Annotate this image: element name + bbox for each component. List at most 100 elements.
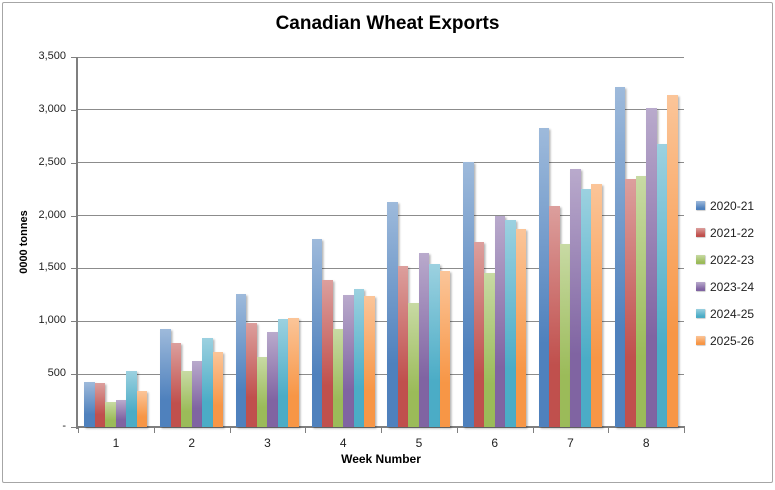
bar-2020-21-week-4 [311,238,323,427]
y-tick-label: 1,000 [38,314,66,327]
plot-area: - 500 1,000 1,500 2,000 2,500 3,000 3,500 1 2 3 4 5 6… [38,50,685,450]
y-tick-label: 1,500 [38,261,66,274]
bar-2023-24-week-7 [570,169,581,427]
y-tick-500 [71,374,76,376]
x-category-label: 4 [339,436,347,450]
legend-label: 2024-25 [710,306,755,321]
y-tick-2500 [71,162,76,164]
bar-2021-22-week-8 [625,178,636,427]
y-tick-label: 2,500 [38,155,66,168]
gridline-1000 [78,320,684,322]
y-tick-3500 [71,57,76,58]
bar-2025-26-week-7 [591,183,602,427]
y-tick-0 [71,427,76,428]
bar-2025-26-week-2 [212,351,224,427]
bar-2025-26-week-1 [136,391,148,427]
legend-item-2025-26: 2025-26 [696,327,754,354]
bar-2023-24-week-6 [494,215,506,427]
x-tick-0 [78,428,79,433]
bar-2021-22-week-2 [170,343,182,427]
y-tick-label: 500 [47,367,66,380]
legend-swatch-icon [696,336,705,345]
bar-2024-25-week-3 [277,319,289,427]
legend-label: 2021-22 [710,225,755,240]
x-tick-6 [532,428,534,433]
y-tick-2000 [71,215,76,217]
bar-2024-25-week-2 [202,338,213,427]
x-category-label: 2 [188,436,196,450]
legend-swatch-icon [696,282,705,291]
bar-2022-23-week-8 [635,176,647,427]
bar-2025-26-week-4 [364,295,375,427]
legend: 2020-21 2021-22 2022-23 2023-24 2024-25 2025-… [696,192,754,354]
x-category-label: 3 [264,436,271,450]
x-tick-4 [381,428,382,433]
gridline-1500 [78,267,684,269]
x-tick-3 [305,428,307,433]
gridline-3500 [78,56,684,58]
bar-2023-24-week-5 [418,252,430,427]
legend-label: 2025-26 [710,333,755,348]
x-tick-7 [608,428,610,433]
bar-2020-21-week-7 [538,127,550,427]
bar-2024-25-week-8 [656,143,668,427]
bar-2023-24-week-2 [191,361,203,427]
legend-swatch-icon [696,228,705,237]
gridline-2000 [78,215,684,217]
bar-2022-23-week-3 [256,357,268,427]
bar-2023-24-week-4 [343,294,354,427]
x-tick-8 [684,428,685,433]
y-tick-label: 3,000 [38,102,66,115]
x-axis-line [76,426,685,428]
y-tick-3000 [71,109,76,111]
bar-2020-21-week-5 [387,201,398,427]
gridline-3000 [78,109,684,111]
x-axis-title: Week Number [341,452,421,466]
y-tick-label: 3,500 [38,50,66,62]
legend-item-2024-25: 2024-25 [696,300,754,327]
x-category-label: 7 [567,436,574,450]
bar-2023-24-week-8 [646,107,657,427]
bar-2021-22-week-5 [397,266,409,427]
bar-2020-21-week-3 [235,293,247,427]
bar-2025-26-week-6 [515,229,527,427]
legend-label: 2020-21 [710,198,755,213]
y-tick-1000 [71,321,76,323]
bar-2024-25-week-5 [429,264,440,427]
x-tick-2 [229,428,231,433]
legend-item-2020-21: 2020-21 [696,192,754,219]
x-category-label: 6 [491,436,499,450]
bar-2020-21-week-2 [160,328,171,427]
bar-2022-23-week-6 [484,272,495,427]
y-tick-label: 2,000 [38,208,66,221]
bar-2021-22-week-4 [322,280,333,427]
y-tick-label: - [62,420,66,432]
x-category-label: 1 [112,436,120,450]
bar-2024-25-week-4 [353,288,365,427]
bar-2021-22-week-3 [246,323,257,427]
bar-2021-22-week-6 [473,242,485,427]
x-category-label: 5 [415,436,423,450]
legend-swatch-icon [696,201,705,210]
bar-2024-25-week-1 [126,370,137,427]
bar-2020-21-week-1 [84,381,95,427]
bar-2020-21-week-6 [463,161,474,427]
bar-2022-23-week-4 [332,328,344,427]
bar-2021-22-week-7 [549,206,560,427]
legend-label: 2022-23 [710,252,755,267]
x-tick-1 [153,428,155,433]
bar-2023-24-week-1 [115,399,127,427]
gridline-2500 [78,162,684,164]
bar-2025-26-week-8 [667,95,678,427]
chart-title: Canadian Wheat Exports [275,13,500,34]
legend-item-2021-22: 2021-22 [696,219,754,246]
x-category-label: 8 [642,436,650,450]
bar-2023-24-week-3 [267,331,278,427]
gridline-500 [78,373,684,375]
y-tick-1500 [71,268,76,270]
y-axis-line [76,57,78,429]
bar-2020-21-week-8 [614,86,626,427]
bar-2021-22-week-1 [94,382,106,427]
legend-item-2023-24: 2023-24 [696,273,754,300]
